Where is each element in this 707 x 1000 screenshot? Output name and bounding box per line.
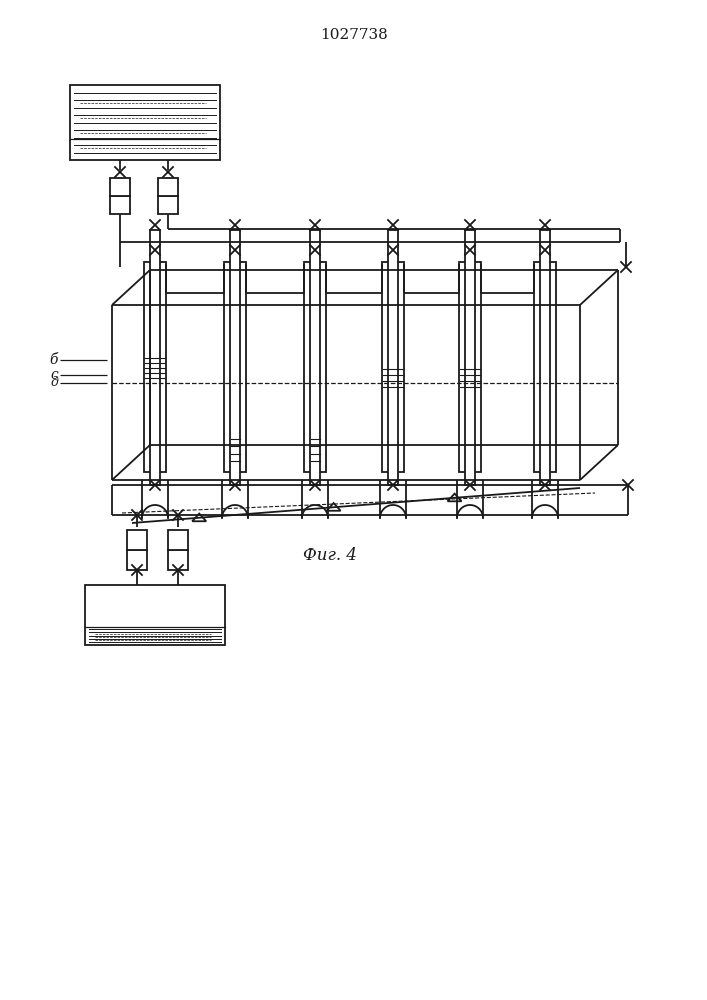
Bar	[127, 530, 147, 550]
Bar	[304, 262, 326, 472]
Bar	[310, 230, 320, 485]
Bar	[168, 530, 188, 550]
Bar	[224, 262, 246, 472]
Text: Фиг. 4: Фиг. 4	[303, 546, 357, 564]
Bar	[168, 550, 188, 570]
Text: д: д	[50, 376, 58, 389]
Bar	[110, 178, 130, 196]
Bar	[230, 230, 240, 485]
Bar	[540, 230, 550, 485]
Text: с: с	[50, 368, 58, 382]
Bar	[144, 262, 166, 472]
Bar	[465, 230, 475, 485]
Bar	[158, 196, 178, 214]
Bar	[388, 230, 398, 485]
Bar	[85, 585, 225, 645]
Bar	[459, 262, 481, 472]
Bar	[534, 262, 556, 472]
Text: 1027738: 1027738	[320, 28, 388, 42]
Bar	[382, 262, 404, 472]
Bar	[158, 178, 178, 196]
Bar	[127, 550, 147, 570]
Bar	[70, 85, 220, 160]
Text: б: б	[49, 353, 58, 367]
Bar	[150, 230, 160, 485]
Bar	[110, 196, 130, 214]
